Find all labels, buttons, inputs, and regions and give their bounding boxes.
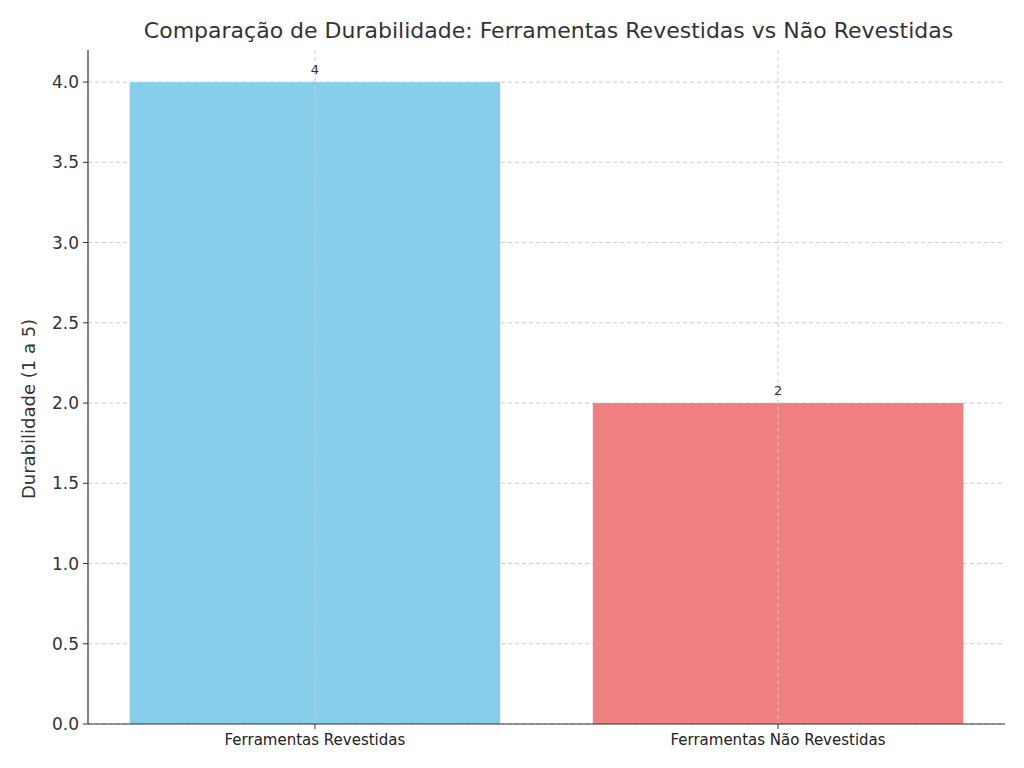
chart-title: Comparação de Durabilidade: Ferramentas … bbox=[144, 18, 953, 43]
y-tick bbox=[83, 403, 88, 404]
y-tick bbox=[83, 483, 88, 484]
y-tick bbox=[83, 162, 88, 163]
x-tick bbox=[778, 724, 779, 729]
y-tick-label: 4.0 bbox=[52, 72, 79, 92]
grid bbox=[88, 82, 1005, 724]
y-tick-label: 0.5 bbox=[52, 634, 79, 654]
y-tick bbox=[83, 82, 88, 83]
y-tick-label: 3.0 bbox=[52, 233, 79, 253]
grid-line-y bbox=[88, 724, 1005, 725]
data-label: 2 bbox=[774, 383, 782, 398]
x-tick bbox=[314, 724, 315, 729]
y-tick-label: 2.0 bbox=[52, 393, 79, 413]
y-tick bbox=[83, 242, 88, 243]
y-tick bbox=[83, 724, 88, 725]
x-tick-label: Ferramentas Não Revestidas bbox=[670, 731, 885, 749]
y-tick-label: 0.0 bbox=[52, 714, 79, 734]
y-axis-label: Durabilidade (1 a 5) bbox=[18, 319, 39, 499]
y-tick bbox=[83, 322, 88, 323]
grid-line-x bbox=[314, 50, 315, 724]
y-axis-line bbox=[87, 50, 88, 724]
y-tick-label: 2.5 bbox=[52, 313, 79, 333]
chart-svg: 0.0 0.5 1.0 1.5 2.0 2.5 3.0 3.5 4.0 Ferramentas R… bbox=[0, 0, 1024, 768]
data-label: 4 bbox=[311, 62, 319, 77]
y-tick-label: 3.5 bbox=[52, 152, 79, 172]
y-tick-label: 1.5 bbox=[52, 473, 79, 493]
y-tick-label: 1.0 bbox=[52, 554, 79, 574]
y-tick bbox=[83, 643, 88, 644]
x-axis-line bbox=[88, 723, 1005, 724]
x-tick-label: Ferramentas Revestidas bbox=[225, 731, 406, 749]
chart-root: 0.0 0.5 1.0 1.5 2.0 2.5 3.0 3.5 4.0 Ferramentas R… bbox=[0, 0, 1024, 768]
bars bbox=[130, 82, 964, 724]
y-tick bbox=[83, 563, 88, 564]
